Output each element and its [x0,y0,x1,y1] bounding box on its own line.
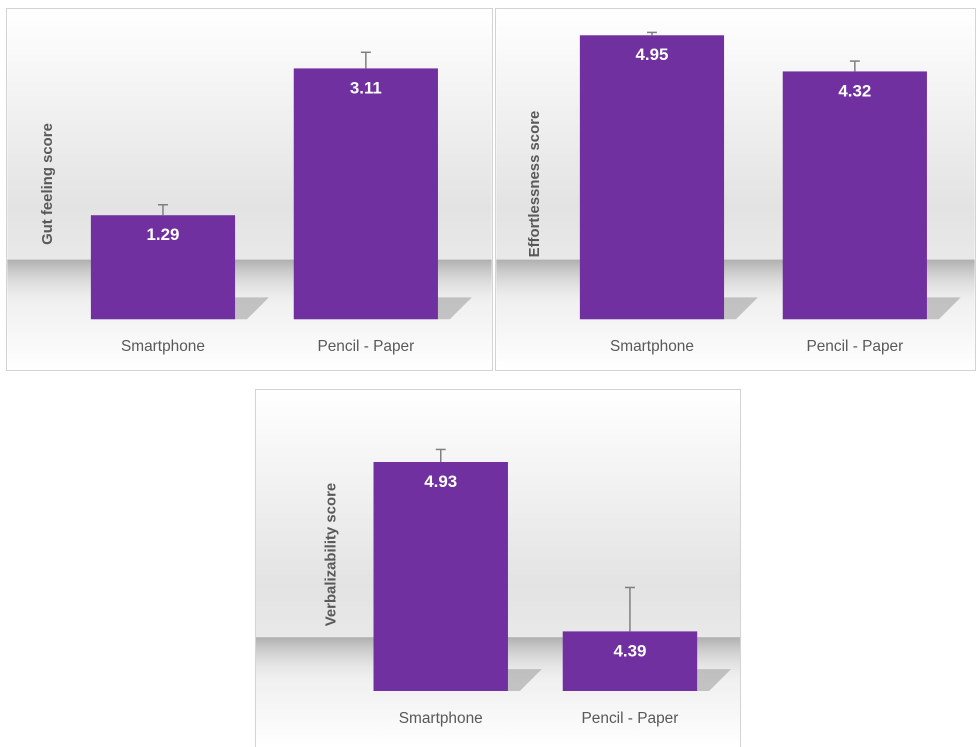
bar-shadow [437,297,472,320]
y-axis-label: Gut feeling score [40,123,56,245]
bar-shadow [507,669,542,691]
x-tick-label: Pencil - Paper [582,710,679,727]
data-label: 4.39 [613,641,646,660]
verbalizability-chart-svg: 4.93 Smartphone 4.39 Pencil - Paper Verbali… [256,390,740,747]
x-tick-label: Pencil - Paper [317,338,414,355]
gut-feeling-chart-svg: 1.29 Smartphone 3.11 Pencil - Paper Gut fee… [7,9,492,370]
y-axis-label: Effortlessness score [527,111,543,258]
data-label: 4.95 [636,45,669,64]
bar-shadow [235,297,269,320]
bar-shadow [926,297,961,320]
data-label: 4.32 [838,81,871,100]
x-tick-label: Smartphone [121,338,205,355]
x-tick-label: Smartphone [399,710,483,727]
effortlessness-chart-svg: 4.95 Smartphone 4.32 Pencil - Paper Effortl… [496,9,975,370]
bar-pencil-paper [562,631,698,691]
effortlessness-chart: 4.95 Smartphone 4.32 Pencil - Paper Effortl… [495,8,976,371]
bar-smartphone [373,461,508,691]
bar-pencil-paper [293,68,438,320]
bar-shadow [724,297,758,320]
data-label: 1.29 [147,225,180,244]
bar-smartphone [579,35,725,320]
y-axis-label: Verbalizability score [323,483,340,626]
data-label: 4.93 [424,472,457,491]
x-tick-label: Pencil - Paper [806,338,903,355]
verbalizability-chart: 4.93 Smartphone 4.39 Pencil - Paper Verbali… [255,389,741,747]
bar-shadow [697,669,732,691]
bar-smartphone [90,215,236,320]
x-tick-label: Smartphone [610,338,694,355]
data-label: 3.11 [350,78,382,97]
gut-feeling-chart: 1.29 Smartphone 3.11 Pencil - Paper Gut fee… [6,8,493,371]
bar-pencil-paper [782,71,927,320]
